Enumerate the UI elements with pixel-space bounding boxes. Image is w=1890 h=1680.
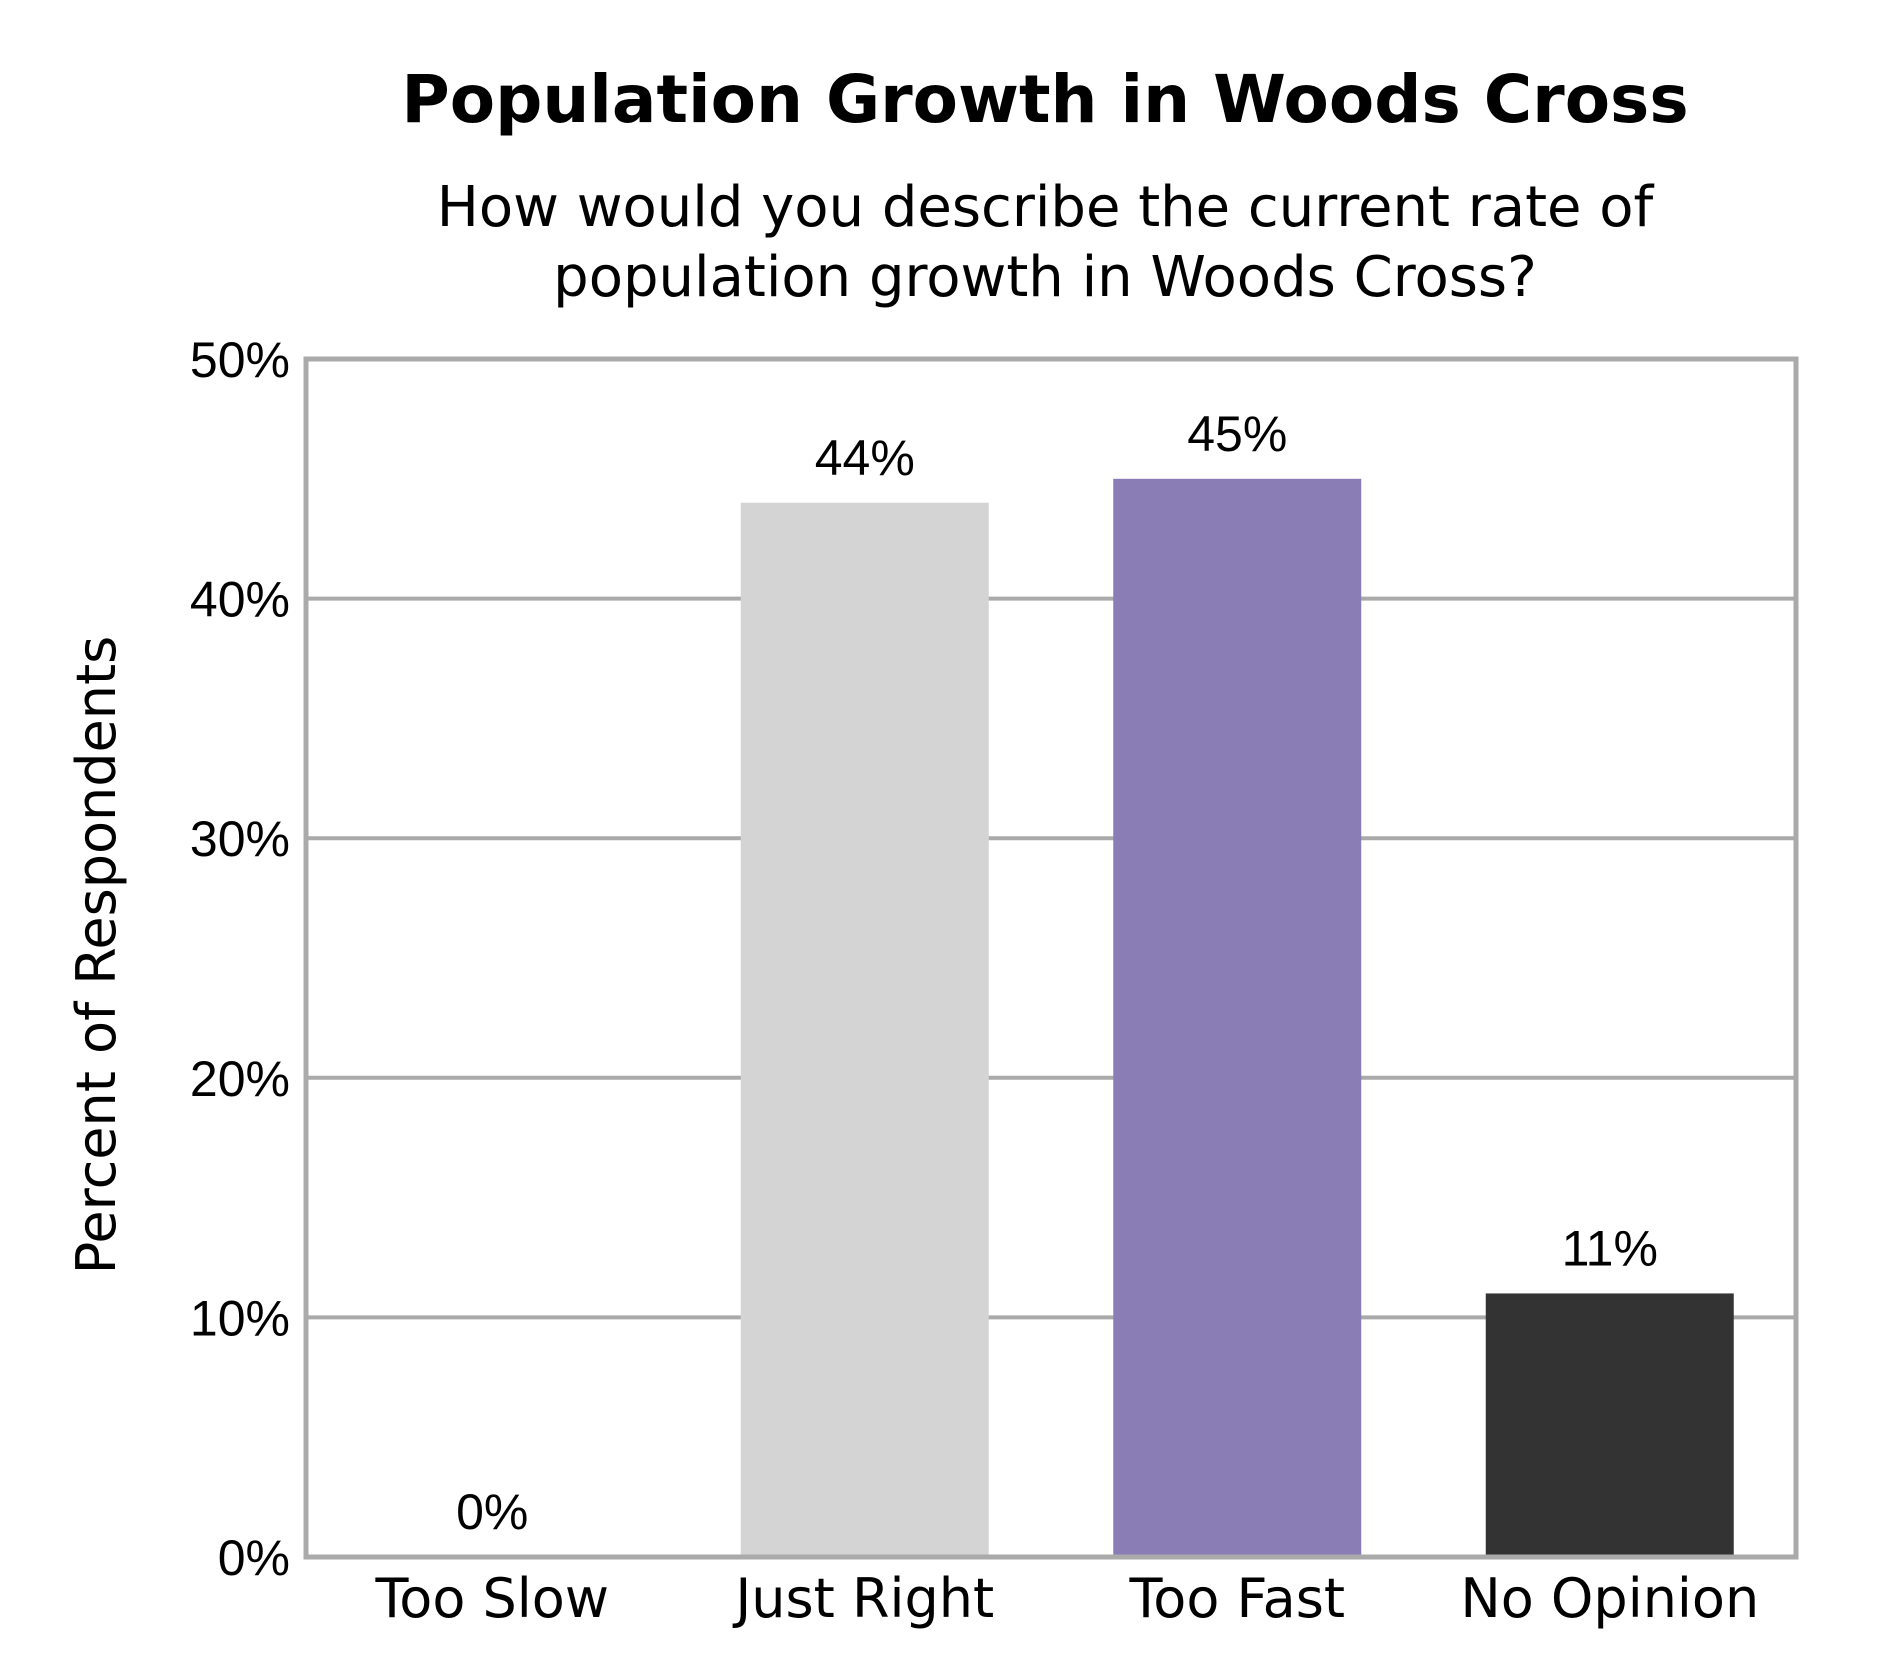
data-label: 0% [456,1484,528,1540]
bar [1113,478,1362,1557]
x-category-label: Just Right [732,1567,994,1630]
y-tick-label: 30% [190,811,290,867]
x-category-label: No Opinion [1460,1567,1759,1630]
data-label: 44% [815,430,915,486]
chart-subtitle-line-2: population growth in Woods Cross? [553,245,1537,310]
y-tick-labels: 0% 10% 20% 30% 40% 50% [190,332,290,1586]
gridlines [306,596,1796,1320]
y-axis-label: Percent of Respondents [65,636,128,1275]
y-tick-label: 40% [190,572,290,628]
data-label: 11% [1562,1220,1658,1276]
y-tick-label: 50% [190,332,290,388]
bar [740,502,989,1557]
x-category-labels: Too Slow Just Right Too Fast No Opinion [374,1567,1759,1630]
chart-title: Population Growth in Woods Cross [401,61,1688,138]
bars [740,478,1734,1557]
x-category-label: Too Fast [1128,1567,1345,1630]
data-labels: 0% 44% 45% 11% [456,406,1658,1540]
bar [1485,1293,1734,1557]
chart-subtitle-line-1: How would you describe the current rate … [437,175,1655,240]
y-tick-label: 20% [190,1051,290,1107]
plot-frame [303,356,1799,1560]
data-label: 45% [1187,406,1287,462]
y-tick-label: 0% [218,1530,290,1586]
x-category-label: Too Slow [374,1567,609,1630]
plot-border [303,356,1799,1560]
y-tick-label: 10% [190,1290,290,1346]
